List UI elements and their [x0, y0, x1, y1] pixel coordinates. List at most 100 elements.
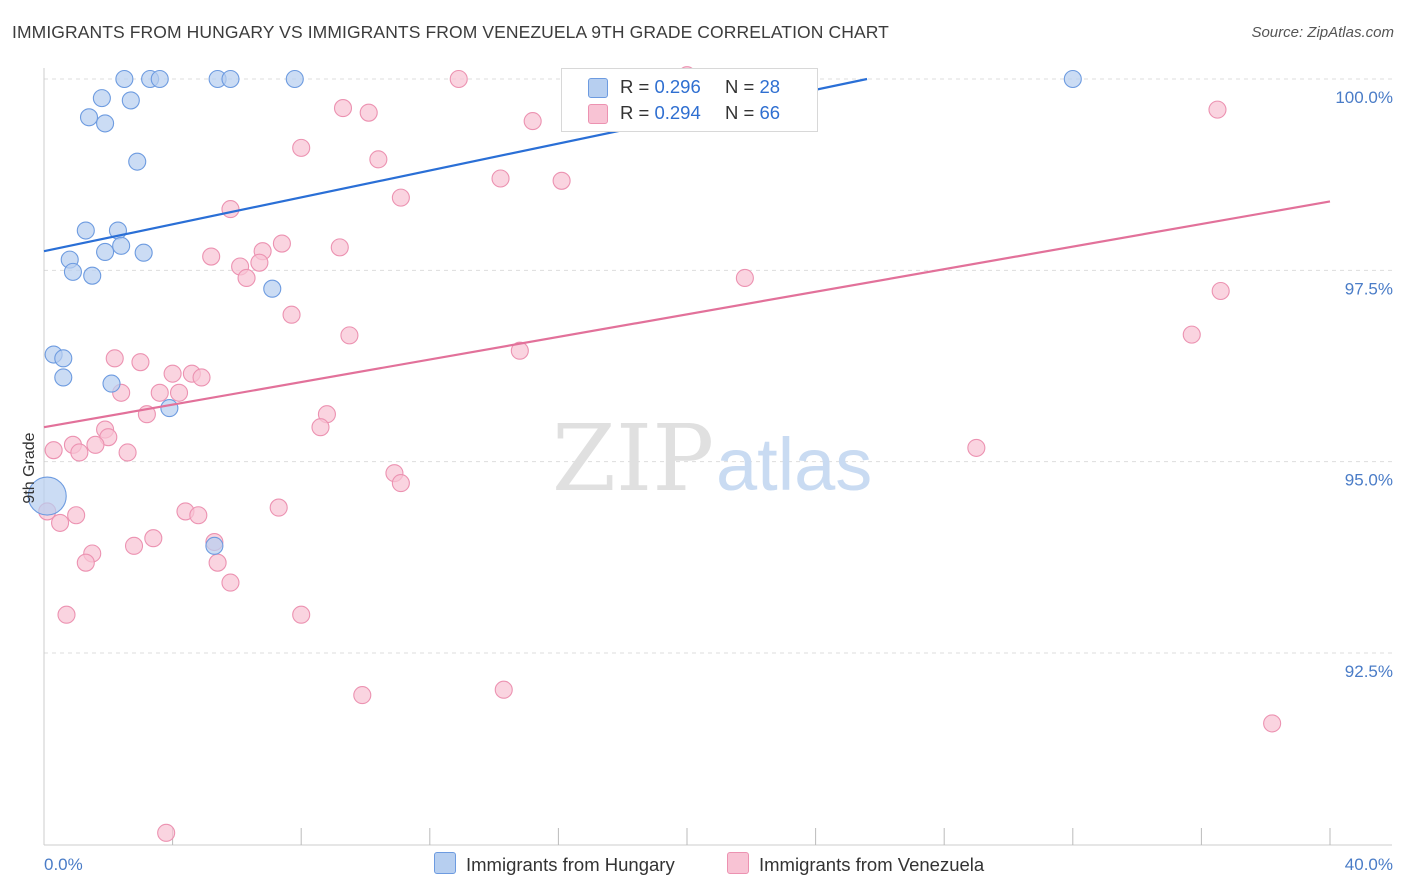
bottom-legend-label-venezuela: Immigrants from Venezuela	[759, 854, 985, 875]
venezuela-point	[449, 69, 468, 89]
bottom-legend-swatch-venezuela	[727, 852, 749, 874]
venezuela-point	[359, 103, 378, 122]
venezuela-point	[221, 573, 240, 592]
legend-box: R = 0.296 N = 28 R = 0.294 N = 66	[561, 68, 818, 132]
venezuela-point	[86, 435, 105, 454]
hungary-point	[221, 69, 240, 89]
hungary-point	[54, 349, 73, 368]
venezuela-point	[340, 326, 359, 345]
legend-n-label: N =	[725, 76, 760, 97]
y-tick-label: 97.5%	[1345, 279, 1393, 298]
venezuela-point	[391, 188, 410, 207]
hungary-point	[1063, 69, 1082, 89]
x-tick-label: 40.0%	[1345, 855, 1393, 874]
hungary-point	[121, 91, 140, 110]
venezuela-point	[208, 553, 227, 572]
legend-n-label: N =	[725, 102, 760, 123]
venezuela-point	[250, 253, 269, 272]
venezuela-point	[330, 238, 349, 257]
hungary-point	[263, 279, 282, 298]
venezuela-point	[150, 383, 169, 402]
hungary-point	[96, 114, 115, 133]
venezuela-point	[552, 171, 571, 190]
venezuela-point	[292, 605, 311, 624]
venezuela-point	[282, 305, 301, 324]
venezuela-point	[192, 368, 211, 387]
hungary-point	[112, 236, 131, 255]
venezuela-trend-line	[43, 200, 1331, 429]
hungary-point	[79, 108, 99, 127]
hungary-point	[96, 242, 115, 262]
hungary-point	[27, 476, 67, 516]
hungary-points	[27, 69, 1082, 555]
venezuela-point	[70, 443, 89, 462]
venezuela-point	[189, 506, 208, 525]
bottom-legend-swatch-hungary	[434, 852, 456, 874]
hungary-point	[76, 221, 95, 240]
venezuela-point	[124, 536, 144, 555]
venezuela-point	[494, 680, 513, 699]
y-tick-label: 100.0%	[1335, 88, 1393, 107]
hungary-point	[102, 374, 121, 393]
venezuela-point	[735, 268, 754, 288]
tick-labels: 100.0% 97.5% 95.0% 92.5% 0.0% 40.0%	[44, 88, 1393, 874]
venezuela-point	[967, 438, 986, 457]
venezuela-point	[510, 341, 529, 360]
venezuela-point	[1211, 281, 1230, 301]
bottom-legend-label-hungary: Immigrants from Hungary	[466, 854, 675, 875]
legend-n-value-venezuela: 66	[759, 102, 781, 123]
venezuela-point	[237, 268, 256, 288]
venezuela-point	[369, 150, 388, 169]
venezuela-point	[1263, 714, 1282, 733]
venezuela-point	[163, 364, 182, 383]
venezuela-point	[292, 138, 311, 157]
venezuela-point	[491, 169, 510, 188]
venezuela-point	[333, 99, 353, 118]
axes	[43, 68, 1392, 846]
legend-r-value-venezuela: 0.294	[654, 102, 701, 123]
legend-r-label: R =	[620, 76, 655, 97]
venezuela-point	[144, 529, 163, 548]
watermark-atlas: atlas	[716, 423, 872, 506]
venezuela-point	[67, 506, 86, 525]
legend-swatch-venezuela	[588, 104, 608, 124]
venezuela-point	[105, 349, 124, 368]
hungary-point	[54, 368, 73, 387]
venezuela-point	[311, 418, 330, 437]
source-label: Source: ZipAtlas.com	[1251, 24, 1394, 41]
hungary-point	[92, 89, 111, 108]
watermark-zip: ZIP	[552, 405, 714, 512]
venezuela-point	[202, 247, 221, 266]
venezuela-point	[51, 513, 70, 532]
venezuela-point	[523, 112, 542, 131]
venezuela-point	[118, 443, 137, 462]
venezuela-point	[157, 823, 176, 842]
y-tick-label: 95.0%	[1345, 471, 1393, 490]
bottom-legend-venezuela: Immigrants from Venezuela	[727, 852, 984, 876]
venezuela-point	[57, 605, 76, 624]
chart-title: IMMIGRANTS FROM HUNGARY VS IMMIGRANTS FR…	[12, 22, 889, 42]
grid-lines	[44, 78, 1392, 654]
venezuela-point	[76, 553, 95, 572]
venezuela-point	[1208, 100, 1227, 119]
venezuela-point	[391, 474, 410, 493]
venezuela-point	[269, 498, 288, 517]
watermark: ZIP atlas	[552, 405, 872, 512]
venezuela-point	[272, 234, 291, 253]
venezuela-point	[169, 383, 189, 402]
y-tick-label: 92.5%	[1345, 662, 1393, 681]
hungary-point	[160, 399, 179, 418]
hungary-point	[83, 266, 102, 285]
hungary-point	[128, 152, 147, 171]
legend-n-value-hungary: 28	[759, 76, 781, 97]
bottom-legend-hungary: Immigrants from Hungary	[434, 852, 675, 876]
hungary-point	[150, 69, 169, 89]
legend-swatch-hungary	[588, 78, 608, 98]
legend-r-value-hungary: 0.296	[654, 76, 701, 97]
hungary-point	[134, 243, 153, 262]
venezuela-point	[353, 686, 372, 705]
venezuela-point	[221, 200, 240, 219]
venezuela-point	[1182, 325, 1201, 344]
hungary-point	[63, 262, 82, 281]
